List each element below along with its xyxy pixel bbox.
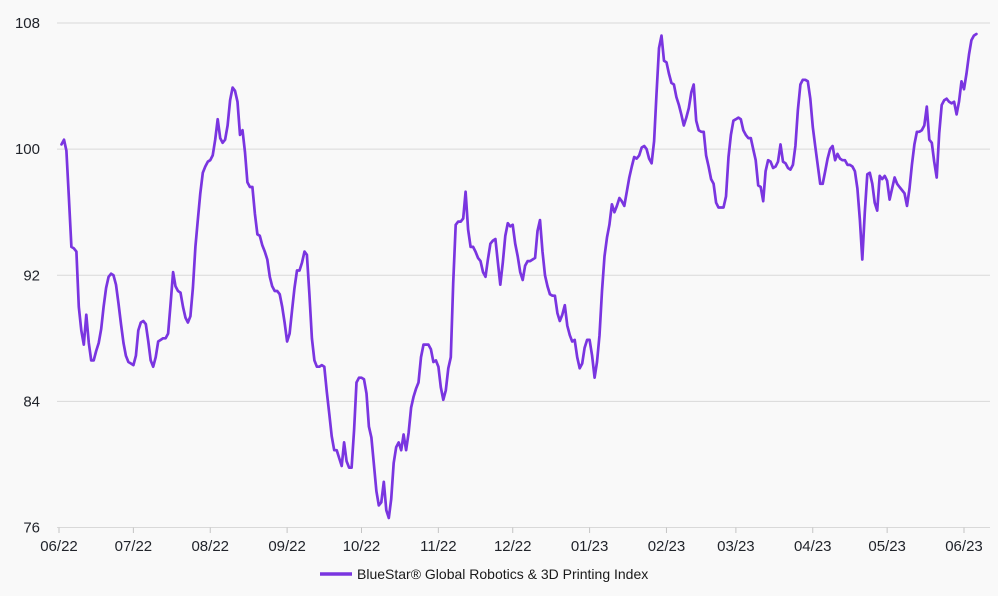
x-axis-tick-label: 01/23 — [571, 538, 609, 555]
y-axis-tick-label: 92 — [23, 267, 40, 284]
x-axis-tick-label: 06/23 — [945, 538, 983, 555]
x-axis-tick-label: 07/22 — [115, 538, 153, 555]
x-axis-tick-label: 11/22 — [420, 538, 456, 555]
series-line — [60, 32, 978, 520]
x-axis-tick-label: 05/23 — [868, 538, 906, 555]
y-axis-tick-label: 108 — [15, 15, 40, 32]
x-axis-tick-label: 02/23 — [648, 538, 686, 555]
axis-layer — [58, 527, 965, 533]
x-axis-tick-label: 03/23 — [717, 538, 755, 555]
x-axis-tick-label: 12/22 — [494, 538, 532, 555]
x-axis-tick-label: 04/23 — [794, 538, 832, 555]
y-axis-tick-label: 100 — [15, 141, 40, 158]
x-axis-tick-label: 08/22 — [191, 538, 229, 555]
y-axis-tick-label: 84 — [23, 393, 40, 410]
x-axis-tick-label: 09/22 — [268, 538, 306, 555]
y-axis-tick-label: 76 — [23, 520, 40, 537]
x-axis-tick-label: 06/22 — [40, 538, 78, 555]
legend-label: BlueStar® Global Robotics & 3D Printing … — [357, 566, 648, 582]
legend: BlueStar® Global Robotics & 3D Printing … — [320, 566, 648, 582]
series-layer — [60, 32, 978, 520]
x-axis-tick-label: 10/22 — [343, 538, 381, 555]
